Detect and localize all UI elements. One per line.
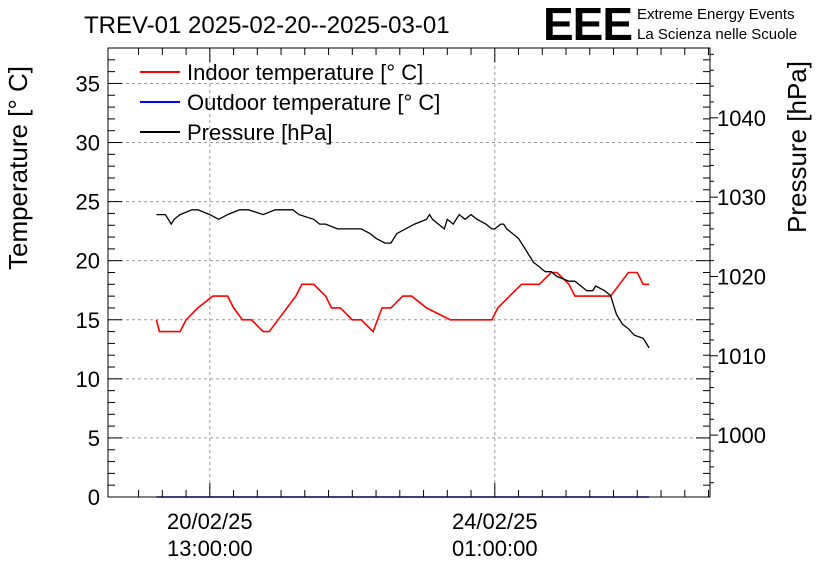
y-tick-label: 35 [76,71,100,96]
series-line-2 [156,209,650,349]
x-tick-label-date: 20/02/25 [167,509,253,534]
y-tick-label: 0 [88,485,100,510]
eee-logo: EEE [543,0,632,50]
legend-label-2: Pressure [hPa] [187,120,333,145]
legend: Indoor temperature [° C] Outdoor temperat… [140,60,440,145]
y2-tick-label: 1040 [717,106,766,131]
y2-axis-title: Pressure [hPa] [782,61,812,233]
y-tick-label: 30 [76,131,100,156]
org-name-line1: Extreme Energy Events [637,6,795,23]
y2-tick-label: 1020 [717,264,766,289]
y2-tick-label: 1030 [717,185,766,210]
x-tick-label-time: 01:00:00 [452,536,538,561]
x-tick-label-date: 24/02/25 [452,509,538,534]
x-tick-label-time: 13:00:00 [167,536,253,561]
legend-label-1: Outdoor temperature [° C] [187,90,440,115]
y-axis-title: Temperature [° C] [3,66,33,270]
series-line-0 [155,271,650,334]
axis-ticks: 0 5 10 15 20 25 30 35 1000 1010 1020 1030 1040 20/02/… [76,47,766,561]
y-tick-label: 5 [88,426,100,451]
y2-tick-label: 1000 [717,423,766,448]
chart-title: TREV-01 2025-02-20--2025-03-01 [84,12,450,39]
grid-lines [108,48,710,497]
org-name-line2: La Scienza nelle Scuole [637,26,797,43]
y-tick-label: 25 [76,190,100,215]
legend-label-0: Indoor temperature [° C] [187,60,423,85]
y-tick-label: 20 [76,249,100,274]
y-tick-label: 15 [76,308,100,333]
y-tick-label: 10 [76,367,100,392]
y2-tick-label: 1010 [717,344,766,369]
